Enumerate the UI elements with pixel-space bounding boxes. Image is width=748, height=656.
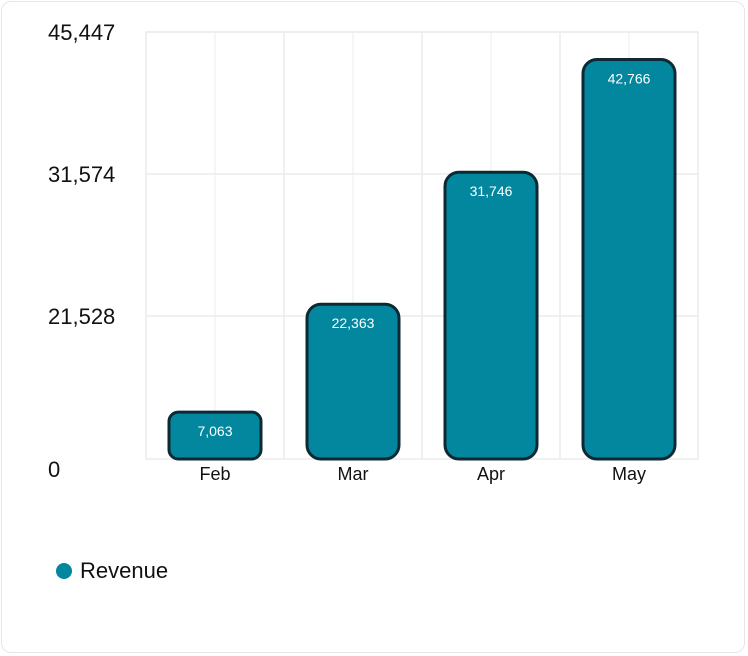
x-tick-label: Apr (477, 464, 505, 484)
data-label: 42,766 (608, 70, 651, 86)
bar-mar (305, 302, 401, 461)
bar-apr (443, 170, 539, 461)
legend: Revenue (56, 558, 168, 584)
x-axis-ticks: Feb Mar Apr May (199, 464, 646, 484)
x-tick-label: Feb (199, 464, 230, 484)
legend-label-revenue: Revenue (80, 558, 169, 583)
y-tick-label: 45,447 (48, 20, 115, 45)
data-label: 31,746 (470, 183, 513, 199)
bar-may (581, 57, 677, 461)
x-tick-label: Mar (338, 464, 369, 484)
x-tick-label: May (612, 464, 646, 484)
y-tick-label: 21,528 (48, 304, 115, 329)
data-label: 7,063 (197, 423, 232, 439)
y-tick-label: 0 (48, 457, 60, 482)
bars: 7,063 22,363 31,746 42,766 (167, 57, 677, 461)
bar-feb (167, 410, 263, 461)
data-label: 22,363 (332, 315, 375, 331)
y-axis-ticks: 0 21,528 31,574 45,447 (48, 20, 115, 482)
y-tick-label: 31,574 (48, 162, 115, 187)
legend-swatch (56, 563, 72, 579)
